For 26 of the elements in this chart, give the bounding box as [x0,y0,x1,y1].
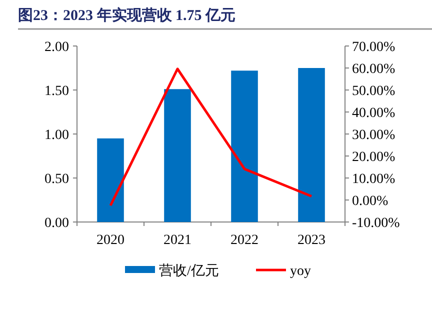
x-tick-label: 2022 [230,233,258,248]
y-tick-label: 0.00 [44,216,69,231]
y-tick-label: 1.50 [44,84,69,99]
y-tick-label: 0.50 [44,172,69,187]
bar [231,70,258,222]
line-series [109,68,313,207]
legend-label: yoy [290,264,311,279]
x-tick-label: 2020 [96,233,124,248]
y2-tick-label: 30.00% [352,128,396,143]
y2-tick-label: 0.00% [352,194,388,209]
chart-title: 图23：2023 年实现营收 1.75 亿元 [18,6,236,24]
y2-tick-label: 10.00% [352,172,396,187]
y2-tick-label: 40.00% [352,106,396,121]
bar [298,68,325,222]
y2-tick-label: 50.00% [352,84,396,99]
x-tick-label: 2021 [164,233,192,248]
y-tick-label: 2.00 [44,40,69,55]
y-tick-label: 1.00 [44,128,69,143]
y2-tick-label: -10.00% [352,216,400,231]
y2-tick-label: 70.00% [352,40,396,55]
x-tick-label: 2023 [298,233,326,248]
bar [97,138,124,222]
y2-tick-label: 20.00% [352,150,396,165]
legend-label: 营收/亿元 [159,263,219,279]
y2-tick-label: 60.00% [352,62,396,77]
bar [164,89,191,222]
